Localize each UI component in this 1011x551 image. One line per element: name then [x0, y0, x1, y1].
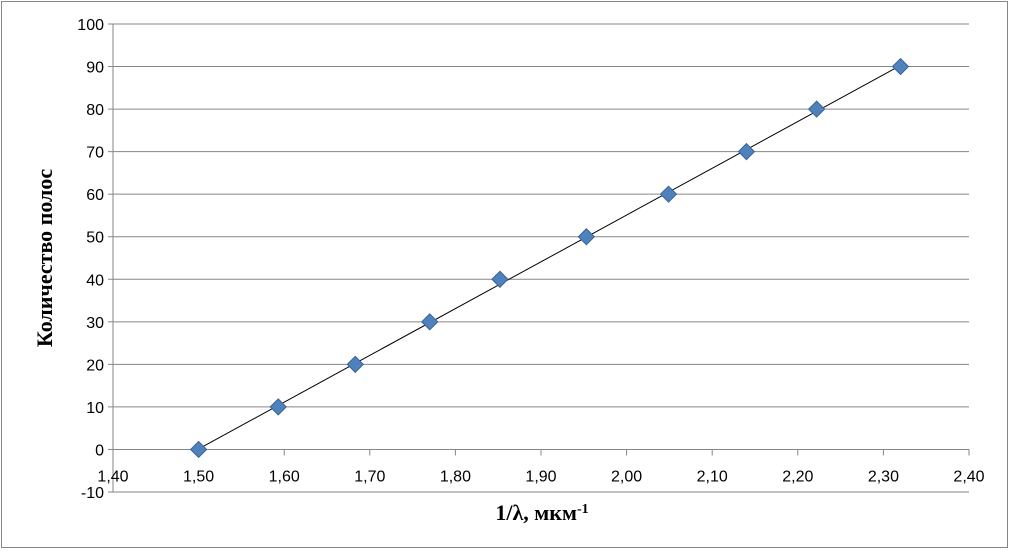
- data-point: [346, 355, 364, 374]
- data-point: [577, 228, 596, 246]
- x-tick-label: 2,00: [611, 468, 642, 485]
- x-axis-title: 1/λ, мкм-1: [495, 500, 588, 525]
- y-tick-label: 40: [86, 272, 104, 289]
- data-point: [421, 313, 439, 331]
- y-tick-label: 60: [86, 187, 104, 204]
- x-tick-label: 1,60: [269, 468, 300, 485]
- data-point: [891, 57, 910, 76]
- data-point: [659, 185, 678, 203]
- y-tick-label: 20: [86, 357, 104, 374]
- y-tick-label: -10: [81, 485, 104, 502]
- x-tick-label: 1,80: [440, 468, 471, 485]
- y-tick-label: 80: [86, 102, 104, 119]
- x-tick-label: 2,40: [953, 468, 984, 485]
- data-point: [269, 398, 287, 416]
- x-tick-label: 1,50: [183, 468, 214, 485]
- x-tick-label: 2,20: [782, 468, 813, 485]
- y-tick-label: 70: [86, 145, 104, 162]
- y-tick-labels: -10 0 10 20 30 40 50 60 70 80 90 100: [77, 17, 104, 502]
- x-tick-label: 1,40: [97, 468, 128, 485]
- axes: [108, 23, 970, 493]
- trendline-line: [198, 64, 901, 450]
- gridlines: [113, 23, 969, 493]
- x-tick-label: 1,90: [525, 468, 556, 485]
- data-point: [491, 270, 509, 288]
- y-tick-label: 50: [86, 230, 104, 247]
- data-point: [807, 100, 826, 118]
- x-tick-label: 1,70: [354, 468, 385, 485]
- y-tick-label: 100: [77, 17, 104, 34]
- data-points: [189, 57, 910, 459]
- y-tick-label: 30: [86, 315, 104, 332]
- x-axis-title-main: 1/λ, мкм: [495, 500, 577, 525]
- data-point: [189, 440, 208, 459]
- x-tick-label: 2,30: [868, 468, 899, 485]
- y-tick-label: 90: [86, 60, 104, 77]
- y-axis-title: Количество полос: [32, 169, 57, 348]
- x-axis-title-sup: -1: [577, 502, 589, 517]
- x-tick-label: 2,10: [697, 468, 728, 485]
- trendline: [198, 64, 901, 450]
- y-tick-label: 10: [86, 400, 104, 417]
- data-point: [737, 142, 756, 161]
- y-tick-label: 0: [95, 442, 104, 459]
- x-tick-labels: 1,40 1,50 1,60 1,70 1,80 1,90 2,00 2,10 2,20 2,30…: [97, 468, 984, 485]
